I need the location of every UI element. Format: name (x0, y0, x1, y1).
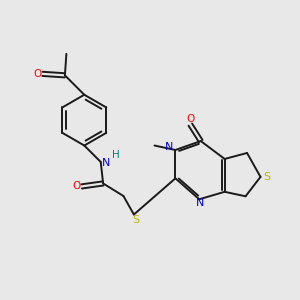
Text: N: N (196, 199, 204, 208)
Text: O: O (72, 182, 80, 191)
Text: S: S (263, 172, 271, 182)
Text: S: S (132, 215, 139, 226)
Text: O: O (186, 114, 194, 124)
Text: O: O (33, 69, 41, 79)
Text: N: N (165, 142, 174, 152)
Text: H: H (112, 150, 120, 161)
Text: N: N (102, 158, 110, 167)
